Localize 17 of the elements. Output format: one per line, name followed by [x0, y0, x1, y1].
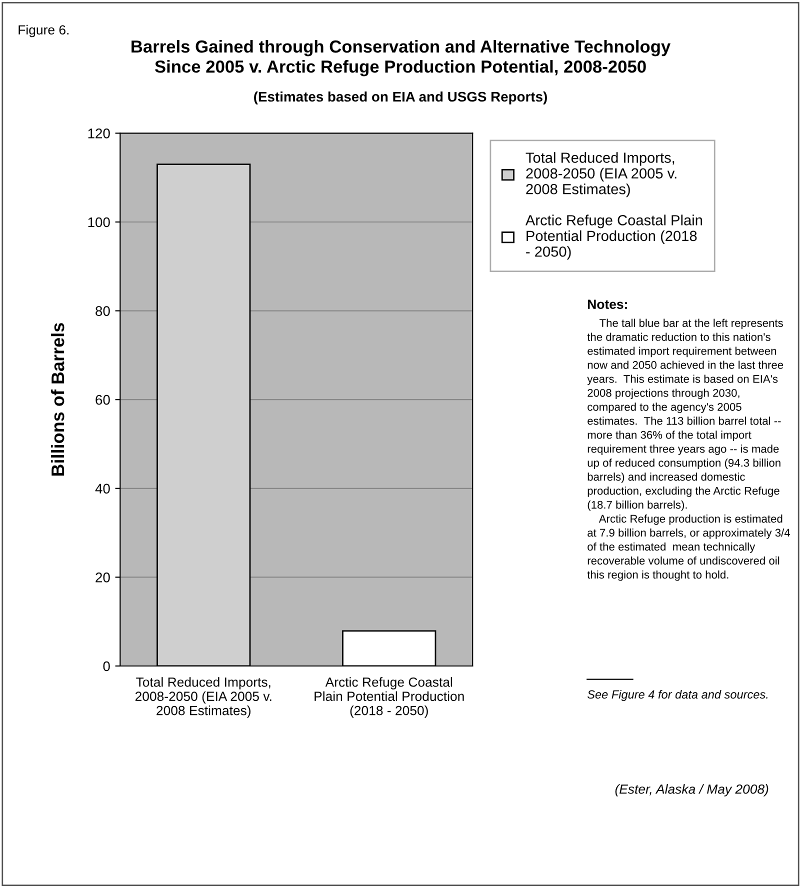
- y-tick-label: 80: [96, 306, 110, 316]
- y-tick-label: 120: [88, 128, 110, 138]
- text: See Figure 4 for data and sources.: [587, 690, 768, 701]
- legend-label: Total Reduced Imports, 2008-2050 (EIA 2005 v. 2008 Estimates): [526, 152, 676, 198]
- y-tick-label: 40: [95, 484, 110, 494]
- text: The tall blue bar at the left represents the dramatic reduction to this nation's estimated import requirement between now and 2050 achieved in the last three years. This estimate is based on EIA's 2008 projections through 2030, compared to the agency's 2005 estimates. The 113 billion barrel total -- more than 36% of the total import requirement three years ago -- is made up of reduced consumption (94.3 billion barrels) and increased domestic production, excluding the Arctic Refuge (18.7 billion barrels). Arctic Refuge production is estimated at 7.9 billion barrels, or approximately 3/4 of the estimated mean technically recoverable volume of undiscovered oil this region is thought to hold.: [587, 318, 790, 581]
- legend-label: Arctic Refuge Coastal Plain Potential Production (2018 - 2050): [525, 214, 702, 260]
- y-axis-title: Billions of Barrels: [50, 323, 64, 476]
- chart-title: Barrels Gained through Conservation and Alternative Technology Since 2005 v. Arctic Refuge Production Potential, 2008-2050: [132, 40, 671, 76]
- y-tick-label: 100: [88, 217, 110, 228]
- y-tick-label: 20: [96, 572, 110, 582]
- y-tick-label: 60: [96, 394, 110, 405]
- text: Notes:: [588, 300, 627, 309]
- chart-subtitle: (Estimates based on EIA and USGS Reports): [254, 91, 547, 104]
- text: (Ester, Alaska / May 2008): [615, 784, 768, 796]
- caption: Figure 6.: [18, 24, 68, 38]
- y-tick-label: 0: [103, 661, 110, 672]
